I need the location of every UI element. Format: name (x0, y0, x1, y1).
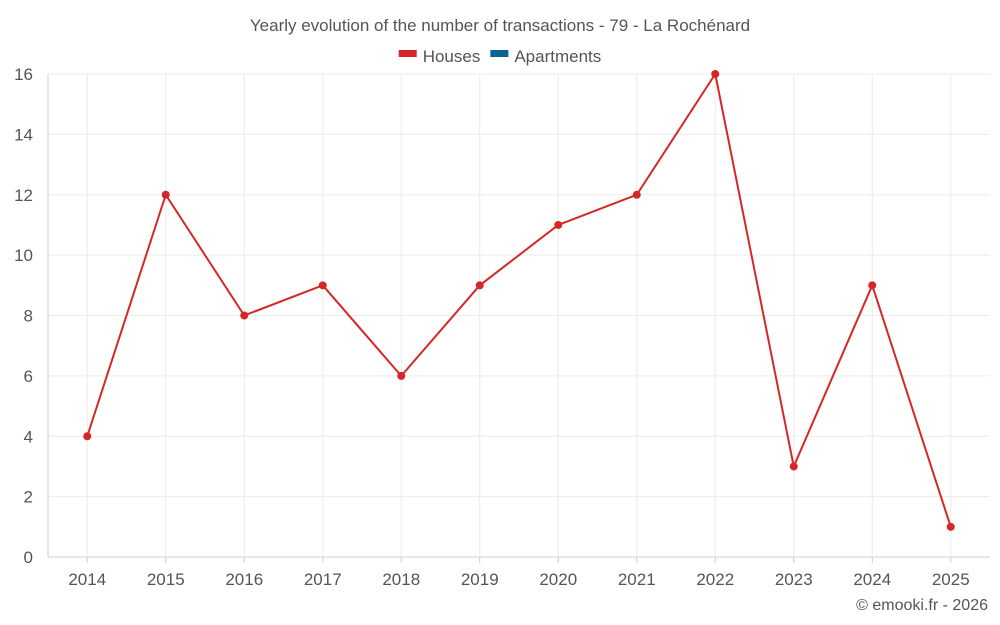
legend-swatch (398, 50, 417, 57)
x-tick-label: 2024 (853, 570, 891, 589)
data-point-houses[interactable] (554, 220, 563, 229)
y-tick-label: 0 (24, 548, 33, 567)
legend[interactable]: Houses Apartments (398, 47, 602, 66)
data-point-houses[interactable] (318, 281, 327, 290)
data-point-houses[interactable] (397, 371, 406, 380)
x-tick-label: 2019 (461, 570, 499, 589)
legend-swatch (490, 50, 509, 57)
x-tick-label: 2016 (225, 570, 263, 589)
x-tick-label: 2018 (382, 570, 420, 589)
data-point-houses[interactable] (475, 281, 484, 290)
y-tick-label: 6 (24, 367, 33, 386)
credit-text: © emooki.fr - 2026 (856, 597, 988, 614)
series-line-houses (86, 73, 952, 528)
x-tick-label: 2014 (68, 570, 106, 589)
grid-lines (47, 73, 990, 558)
y-axis: 0 2 4 6 8 10 12 14 16 (14, 65, 33, 567)
data-point-houses[interactable] (868, 281, 877, 290)
x-tick-label: 2020 (539, 570, 577, 589)
y-tick-label: 14 (14, 125, 33, 144)
data-point-houses[interactable] (240, 311, 249, 320)
y-tick-label: 4 (24, 427, 33, 446)
data-point-houses[interactable] (632, 190, 641, 199)
series-layer (83, 70, 955, 531)
data-point-houses[interactable] (789, 462, 798, 471)
x-tick-label: 2021 (618, 570, 656, 589)
legend-label: Houses (423, 47, 481, 66)
chart-title: Yearly evolution of the number of transa… (250, 16, 750, 35)
data-point-houses[interactable] (83, 432, 92, 441)
x-tick-label: 2015 (147, 570, 185, 589)
data-point-houses[interactable] (711, 70, 720, 78)
y-tick-label: 8 (24, 307, 33, 326)
x-tick-label: 2022 (696, 570, 734, 589)
legend-label: Apartments (514, 47, 601, 66)
legend-item-apartments[interactable]: Apartments (490, 47, 601, 66)
y-tick-label: 12 (14, 186, 33, 205)
x-tick-label: 2017 (304, 570, 342, 589)
y-tick-label: 10 (14, 246, 33, 265)
x-tick-label: 2025 (932, 570, 970, 589)
x-axis: 2014 2015 2016 2017 2018 2019 2020 2021 2022 2023… (68, 557, 970, 589)
data-point-houses[interactable] (161, 190, 170, 199)
x-tick-label: 2023 (775, 570, 813, 589)
y-tick-label: 2 (24, 488, 33, 507)
y-tick-label: 16 (14, 65, 33, 84)
data-point-houses[interactable] (946, 522, 955, 531)
legend-item-houses[interactable]: Houses (398, 47, 481, 66)
